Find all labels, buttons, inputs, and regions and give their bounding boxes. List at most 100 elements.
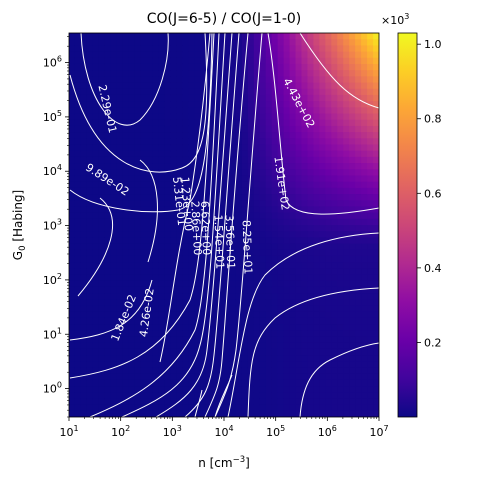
heatmap-cell [152,293,160,300]
heatmap-cell [188,212,195,220]
heatmap-cell [301,156,309,164]
heatmap-cell [140,212,148,220]
heatmap-cell [212,348,219,356]
heatmap-cell [110,132,118,139]
heatmap-cell [110,237,118,245]
heatmap-cell [229,367,237,375]
heatmap-cell [349,113,356,121]
heatmap-cell [194,336,201,344]
heatmap-cell [104,70,112,77]
heatmap-cell [182,82,189,90]
heatmap-cell [313,404,320,412]
heatmap-cell [271,212,279,220]
heatmap-cell [164,305,171,313]
heatmap-cell [271,200,279,208]
heatmap-cell [235,249,243,257]
heatmap-cell [116,70,124,77]
heatmap-cell [283,107,291,115]
heatmap-cell [98,107,106,115]
heatmap-cell [325,324,332,331]
heatmap-cell [247,404,255,412]
heatmap-cell [337,107,344,115]
heatmap-cell [92,39,100,46]
heatmap-cell [241,379,249,387]
heatmap-cell [152,200,160,208]
heatmap-cell [98,311,106,319]
heatmap-cell [224,169,231,177]
heatmap-cell [295,249,303,257]
heatmap-cell [218,280,225,288]
heatmap-cell [343,57,350,65]
heatmap-cell [104,76,112,84]
y-tick-label: 104 [43,163,62,178]
heatmap-cell [86,125,94,133]
heatmap-cell [343,94,350,102]
heatmap-cell [367,150,374,158]
heatmap-cell [313,324,320,331]
heatmap-cell [86,373,94,381]
heatmap-cell [283,324,291,331]
heatmap-cell [69,348,76,356]
heatmap-cell [122,237,130,245]
heatmap-cell [325,262,332,269]
heatmap-cell [182,33,189,40]
heatmap-cell [325,63,332,71]
heatmap-cell [182,169,189,177]
heatmap-cell [80,361,88,369]
heatmap-cell [355,255,362,263]
heatmap-cell [158,187,165,195]
heatmap-cell [265,150,273,158]
heatmap-cell [224,138,231,146]
heatmap-cell [301,225,309,232]
heatmap-cell [176,367,183,375]
heatmap-cell [80,286,88,294]
heatmap-cell [295,156,303,164]
heatmap-cell [134,280,142,288]
heatmap-cell [373,249,379,257]
heatmap-cell [116,94,124,102]
heatmap-cell [194,255,201,263]
heatmap-cell [313,231,320,238]
heatmap-cell [265,138,273,146]
heatmap-cell [69,33,76,40]
heatmap-cell [361,82,368,90]
heatmap-cell [331,305,338,313]
heatmap-cell [301,355,309,362]
heatmap-cell [146,63,154,71]
heatmap-cell [98,132,106,139]
heatmap-cell [325,231,332,238]
heatmap-cell [98,101,106,108]
heatmap-cell [307,187,315,195]
heatmap-cell [253,268,261,276]
heatmap-cell [200,367,207,375]
heatmap-cell [229,119,237,127]
heatmap-cell [301,45,309,53]
heatmap-cell [229,255,237,263]
heatmap-cell [343,311,350,319]
heatmap-cell [182,138,189,146]
heatmap-cell [92,286,100,294]
heatmap-cell [170,187,177,195]
heatmap-cell [271,274,279,282]
heatmap-cell [74,268,82,276]
heatmap-cell [277,218,285,226]
heatmap-cell [247,119,255,127]
heatmap-cell [164,237,171,245]
heatmap-cell [152,39,160,46]
heatmap-cell [110,163,118,170]
heatmap-cell [98,156,106,164]
heatmap-cell [86,404,94,412]
heatmap-cell [146,82,154,90]
heatmap-cell [271,150,279,158]
heatmap-cell [283,268,291,276]
heatmap-cell [295,317,303,325]
heatmap-cell [283,342,291,350]
heatmap-cell [373,94,379,102]
heatmap-cell [140,101,148,108]
heatmap-cell [92,225,100,232]
heatmap-cell [295,373,303,381]
heatmap-cell [349,305,356,313]
heatmap-cell [307,163,315,170]
heatmap-cell [289,163,297,170]
heatmap-cell [355,262,362,269]
